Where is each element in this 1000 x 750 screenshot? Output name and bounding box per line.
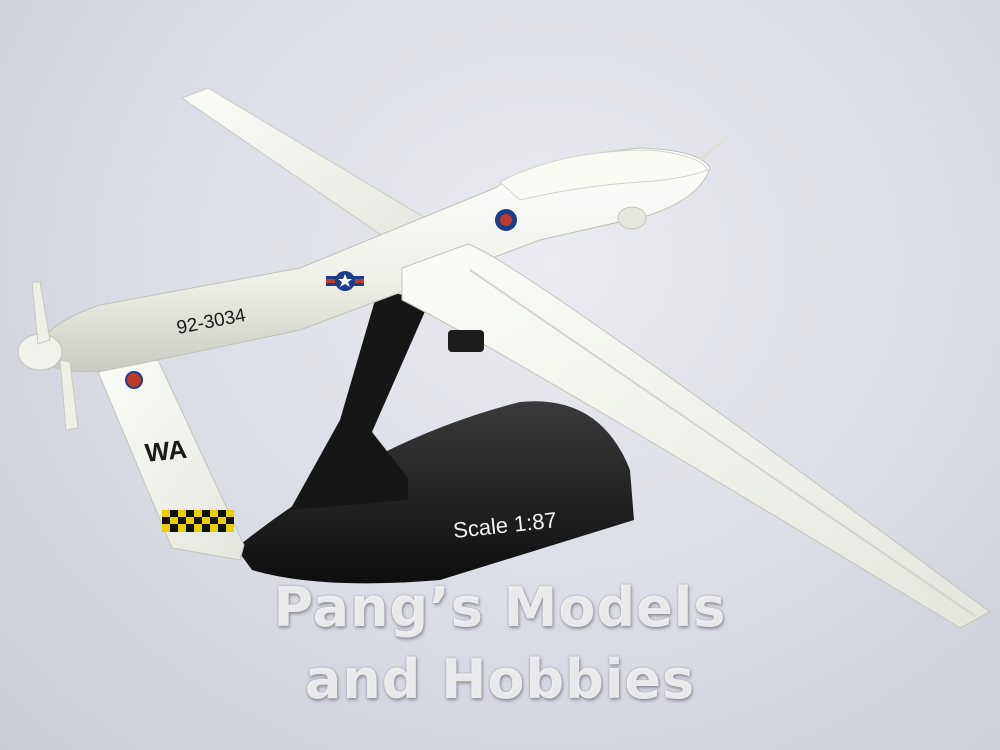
squadron-badge [495,209,517,231]
sensor-pod [617,206,647,230]
propeller [17,281,79,431]
wing-pylon [448,330,484,352]
nose-probe [699,136,727,162]
tail-code: WA [143,434,188,468]
watermark-line-2: and Hobbies [304,648,696,711]
wing-panel-line [469,269,976,617]
stand-post [290,290,430,510]
tail-emblem [125,371,143,389]
nose-dome [499,149,709,201]
watermark-line-1: Pang’s Models [273,576,727,639]
left-wing [180,87,433,249]
stand-base [236,401,634,584]
checker-band [162,510,234,532]
star-roundel [326,271,364,291]
right-wing [401,243,991,629]
